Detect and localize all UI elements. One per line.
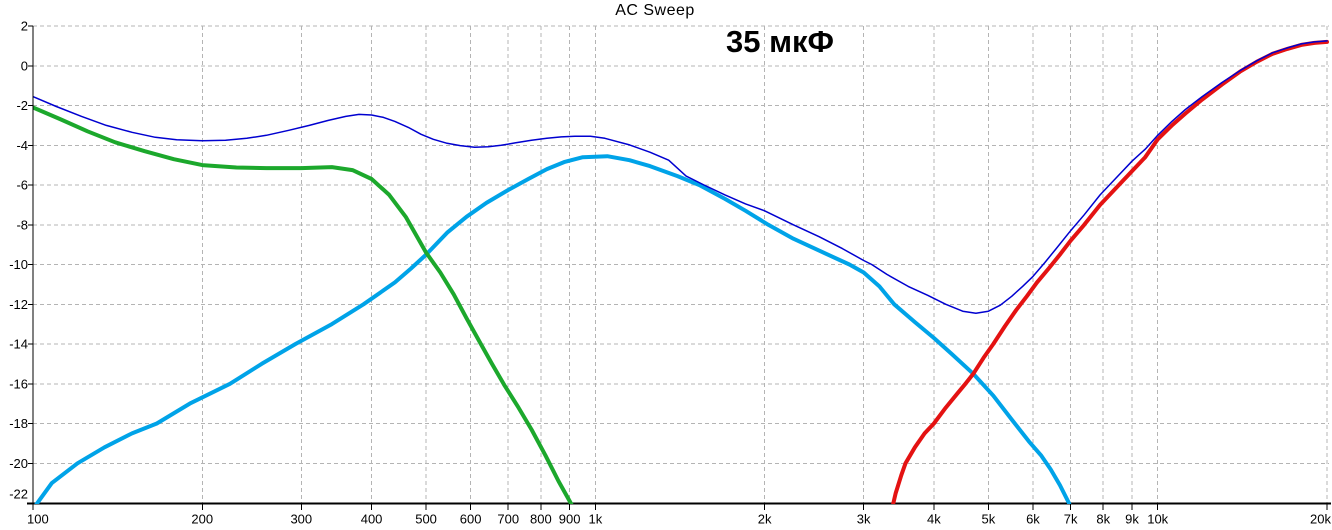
capacitance-annotation: 35 мкФ (725, 24, 834, 59)
y-tick-label: -10 (9, 257, 28, 272)
y-tick-label: -4 (16, 138, 28, 153)
gridlines (33, 25, 1329, 503)
x-tick-label: 100 (27, 512, 49, 527)
curve-summed-response (33, 40, 1328, 314)
x-tick-label: 8k (1096, 512, 1110, 527)
x-tick-label: 1k (588, 512, 602, 527)
y-tick-label: -6 (16, 178, 28, 193)
x-tick-label: 9k (1125, 512, 1139, 527)
y-tick-label: -16 (9, 376, 28, 391)
x-tick-label: 900 (559, 512, 581, 527)
axes (27, 25, 1331, 510)
curves (33, 39, 1329, 504)
curve-woofer-lowpass (33, 105, 574, 504)
x-tick-label: 2k (758, 512, 772, 527)
x-tick-label: 200 (191, 512, 213, 527)
y-tick-label: -22 (9, 487, 28, 502)
x-tick-label: 7k (1064, 512, 1078, 527)
y-tick-label: -8 (16, 217, 28, 232)
x-tick-label: 6k (1026, 512, 1040, 527)
x-tick-label: 500 (415, 512, 437, 527)
y-tick-label: 0 (21, 58, 28, 73)
x-tick-label: 10k (1147, 512, 1168, 527)
x-tick-label: 4k (927, 512, 941, 527)
x-tick-label: 400 (361, 512, 383, 527)
x-tick-label: 300 (290, 512, 312, 527)
y-tick-label: -2 (16, 98, 28, 113)
x-tick-label: 700 (497, 512, 519, 527)
x-tick-label: 3k (857, 512, 871, 527)
x-tick-label: 5k (982, 512, 996, 527)
tick-labels: 2 0 -2 -4 -6 -8 -10 -12 -14 -16 -18 -20 -22 100 200 300… (9, 19, 1331, 527)
curve-midrange-bandpass (34, 154, 1072, 504)
y-tick-label: -12 (9, 297, 28, 312)
plot-title: AC Sweep (615, 2, 695, 19)
y-tick-label: -18 (9, 416, 28, 431)
curve-tweeter-highpass (891, 39, 1329, 504)
x-tick-label: 600 (460, 512, 482, 527)
y-tick-label: -20 (9, 456, 28, 471)
x-tick-label: 800 (530, 512, 552, 527)
y-tick-label: 2 (21, 19, 28, 34)
y-tick-label: -14 (9, 337, 28, 352)
x-tick-label: 20k (1310, 512, 1331, 527)
